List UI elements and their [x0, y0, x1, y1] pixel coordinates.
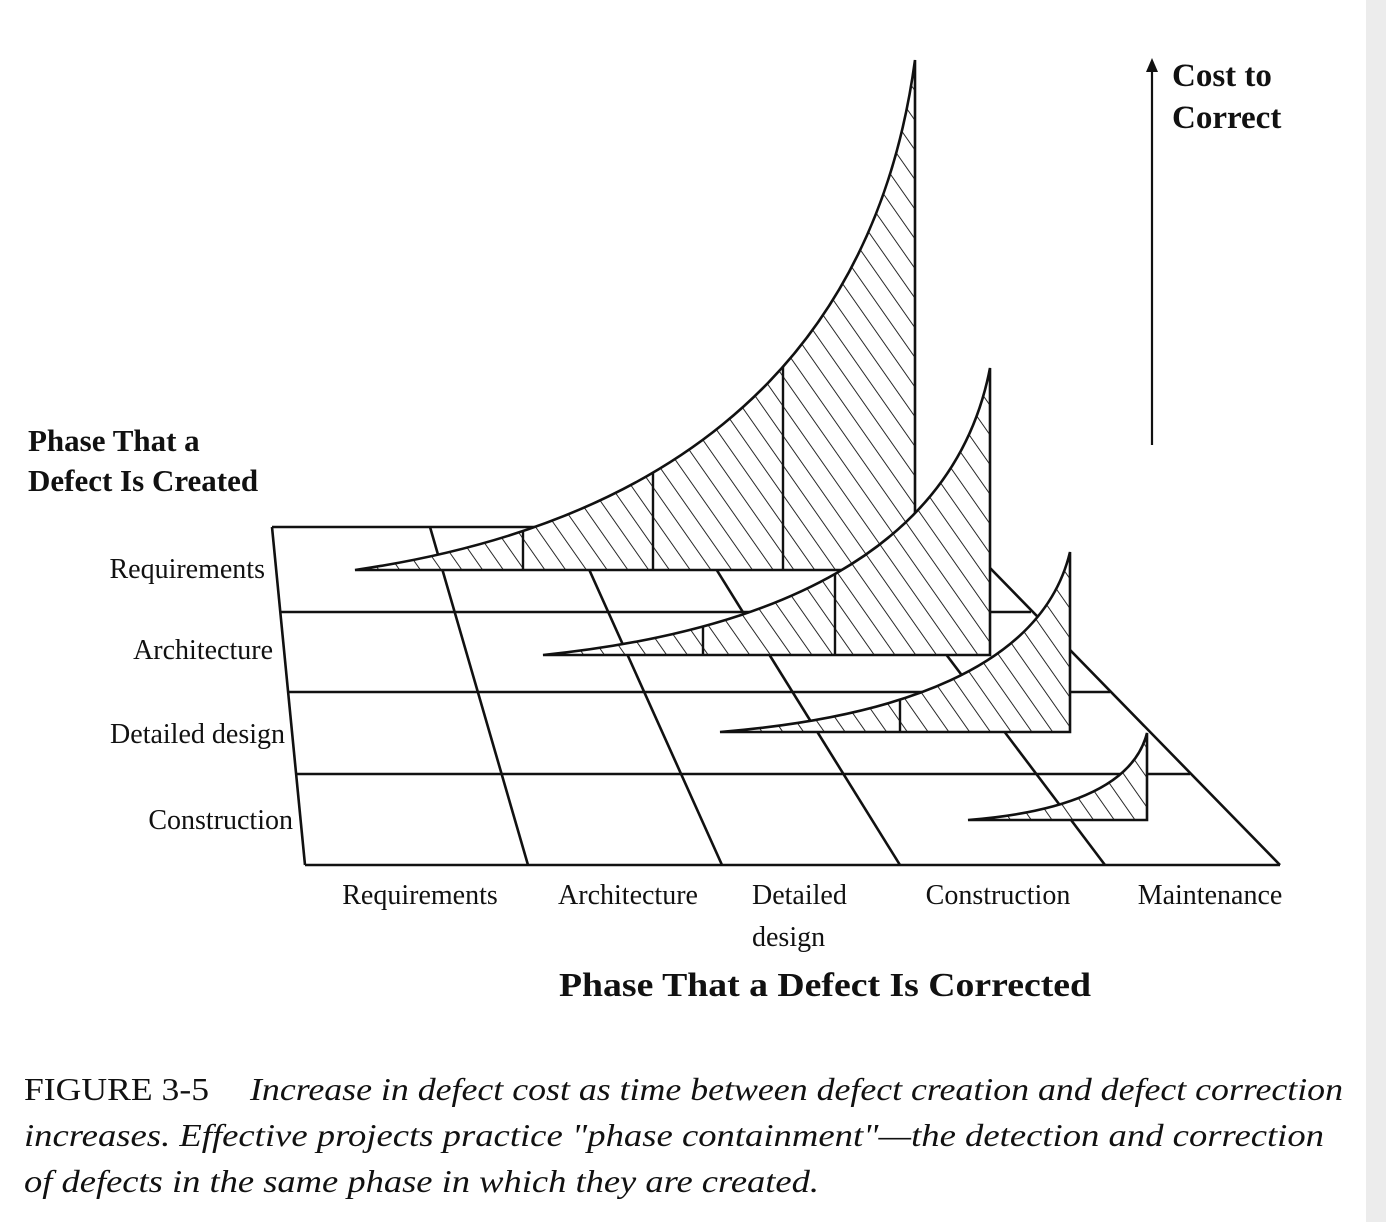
figure-label: FIGURE 3-5 — [24, 1071, 209, 1107]
cost-label-line1: Cost to — [1172, 58, 1272, 94]
cost-curve-requirements — [354, 59, 917, 572]
arrowhead-icon — [1146, 58, 1158, 72]
caption-line2: increases. Effective projects practice "… — [24, 1117, 1324, 1153]
col-label-construction: Construction — [926, 880, 1071, 911]
row-label-architecture: Architecture — [133, 635, 273, 666]
grid-column-line — [568, 526, 724, 866]
grid-left-edge — [270, 526, 307, 866]
cost-curve-detailed-design — [719, 551, 1072, 734]
created-title-line2: Defect Is Created — [28, 463, 258, 498]
cost-label-line2: Correct — [1172, 100, 1281, 136]
created-title-line1: Phase That a — [28, 423, 200, 458]
page-edge — [1366, 0, 1386, 1222]
col-label-design: design — [752, 922, 825, 953]
col-label-detailed: Detailed — [752, 880, 847, 911]
row-label-requirements: Requirements — [109, 554, 265, 585]
cost-curve-architecture — [542, 367, 992, 657]
row-label-construction: Construction — [148, 805, 293, 836]
grid-right-edge — [949, 526, 1281, 866]
cost-arrow — [1146, 58, 1158, 445]
corrected-title: Phase That a Defect Is Corrected — [559, 967, 1091, 1004]
row-label-detailed-design: Detailed design — [110, 719, 285, 750]
col-label-requirements: Requirements — [342, 880, 498, 911]
cost-curve-construction — [967, 732, 1149, 822]
grid-column-line — [688, 526, 902, 866]
cost-curves — [354, 59, 1149, 822]
col-label-maintenance: Maintenance — [1138, 880, 1283, 911]
col-label-architecture: Architecture — [558, 880, 698, 911]
caption-line3: of defects in the same phase in which th… — [24, 1163, 819, 1199]
grid-column-line — [428, 526, 530, 866]
caption-line1: Increase in defect cost as time between … — [249, 1071, 1343, 1107]
